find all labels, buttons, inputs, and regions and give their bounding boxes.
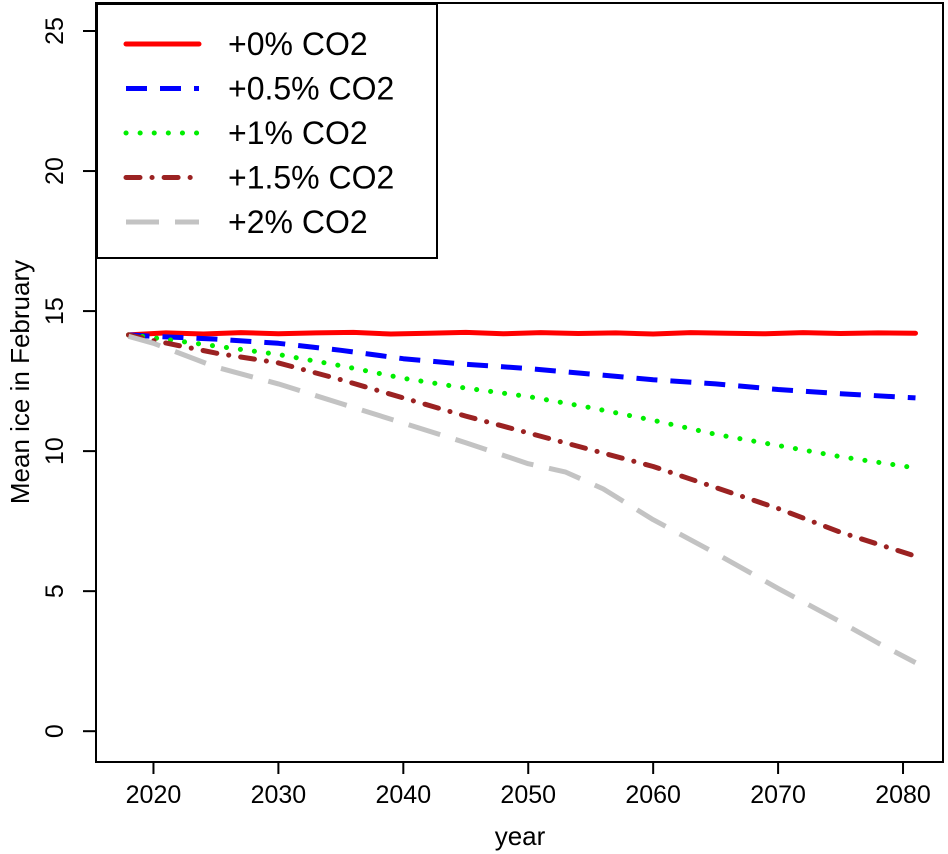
legend-row: +0% CO2 <box>123 26 368 62</box>
legend-row: +2% CO2 <box>126 204 368 240</box>
legend: +0% CO2 +0.5% CO2 +1% CO2 +1.5% CO2 +2% … <box>96 3 438 259</box>
y-tick-label: 5 <box>41 584 69 598</box>
x-tick-label: 2070 <box>750 781 806 809</box>
legend-row: +1% CO2 <box>123 115 368 151</box>
y-tick-label: 15 <box>41 297 69 325</box>
x-axis-title: year <box>495 821 546 851</box>
series-line-4 <box>127 333 917 665</box>
legend-row: +0.5% CO2 <box>126 71 394 107</box>
series-line-2 <box>126 332 918 471</box>
x-tick-label: 2060 <box>625 781 681 809</box>
x-tick-label: 2030 <box>251 781 307 809</box>
y-tick-label: 0 <box>41 724 69 738</box>
y-tick-label: 20 <box>41 157 69 185</box>
legend-row: +1.5% CO2 <box>123 160 394 196</box>
legend-label: +2% CO2 <box>228 204 368 240</box>
axis-ticks: 2020 2030 2040 2050 2060 2070 2080 0 5 10 15 20 25 <box>41 17 931 809</box>
y-tick-label: 25 <box>41 17 69 45</box>
x-tick-label: 2040 <box>376 781 432 809</box>
y-axis-title: Mean ice in February <box>5 260 35 504</box>
series-line-0 <box>126 329 918 338</box>
series-lines <box>126 329 918 665</box>
legend-label: +1.5% CO2 <box>228 160 394 196</box>
legend-label: +0.5% CO2 <box>228 71 394 107</box>
legend-label: +0% CO2 <box>228 26 368 62</box>
series-line-1 <box>128 332 916 401</box>
x-tick-label: 2020 <box>126 781 182 809</box>
series-line-3 <box>126 332 918 559</box>
legend-label: +1% CO2 <box>228 115 368 151</box>
x-tick-label: 2080 <box>875 781 931 809</box>
y-tick-label: 10 <box>41 437 69 465</box>
x-tick-label: 2050 <box>500 781 556 809</box>
plot-border <box>95 2 944 763</box>
